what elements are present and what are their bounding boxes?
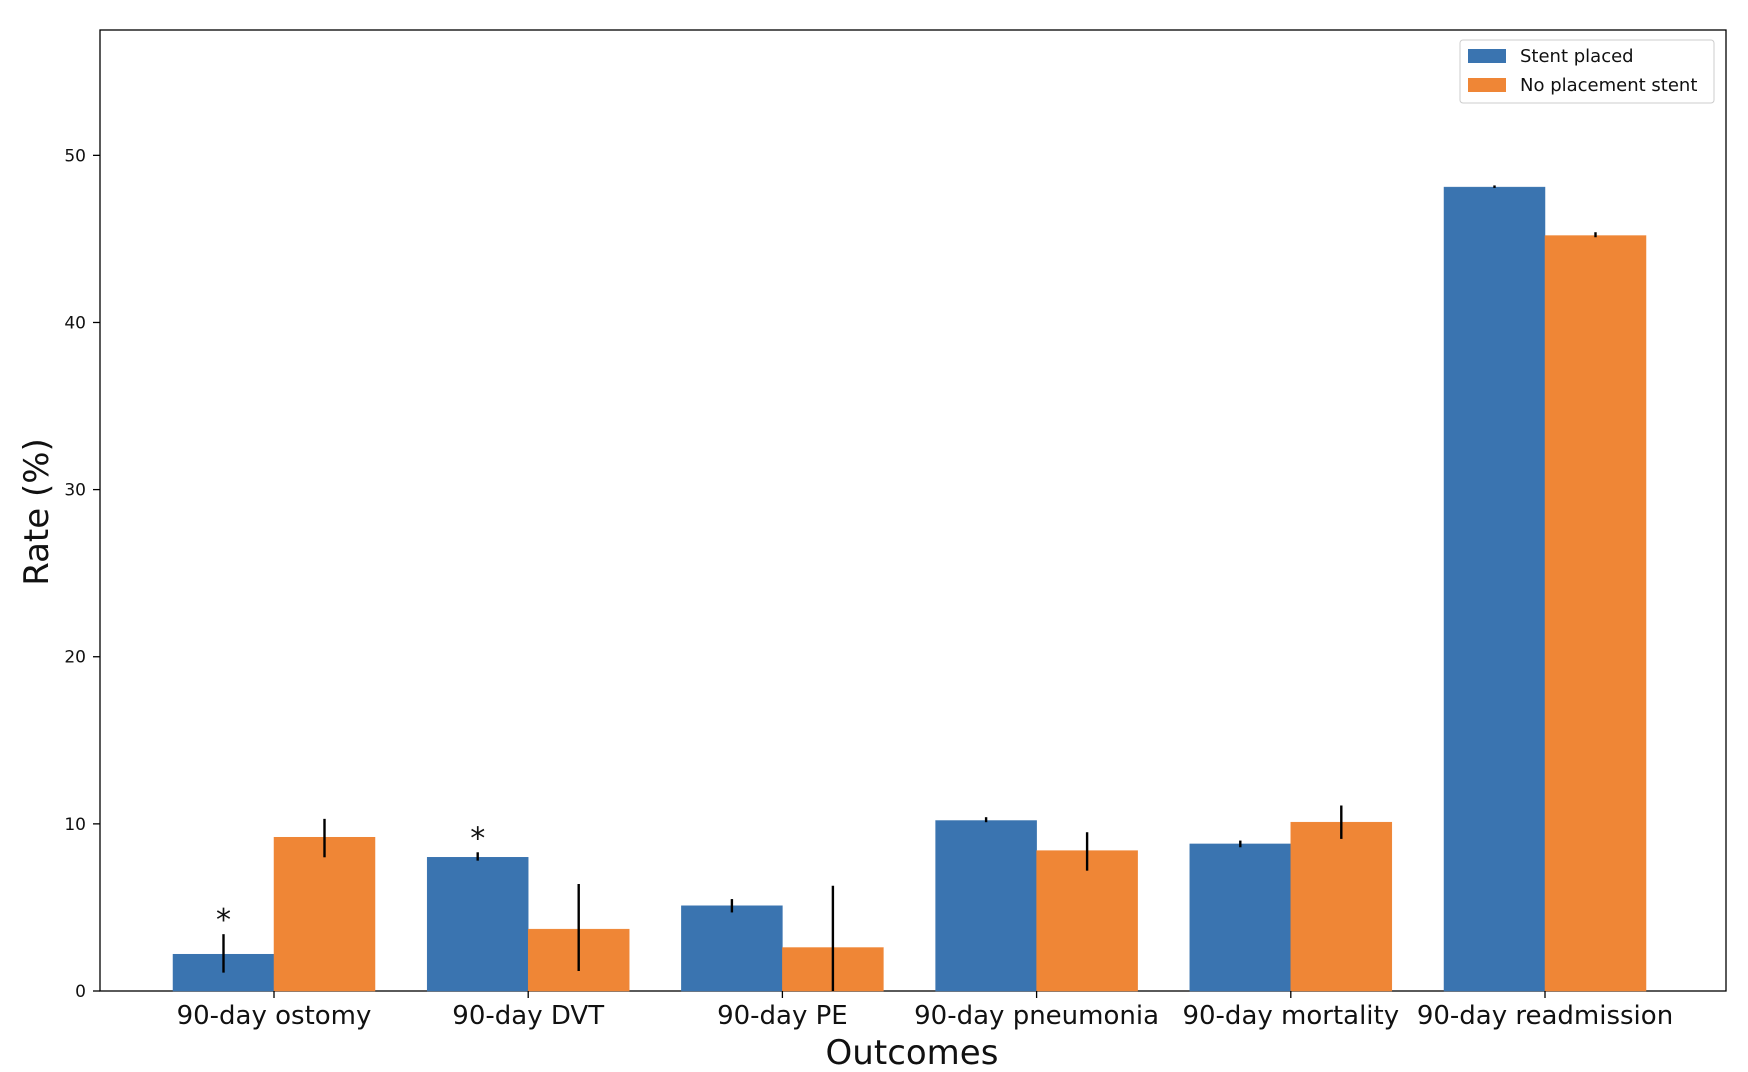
x-tick-label-90-day-ostomy: 90-day ostomy [177,1001,372,1031]
significance-marker-90-day-ostomy: * [216,903,231,938]
annotations-layer: ** [216,821,485,938]
legend-swatch-stent-placed [1468,49,1506,63]
plot-area-frame [99,29,1727,992]
y-tick-label-0: 0 [75,982,86,1002]
bar-no-placement-stent-90-day-mortality [1290,821,1393,992]
bar-stent-placed-90-day-readmission [1443,186,1546,992]
legend-label-stent-placed: Stent placed [1520,46,1634,67]
legend-swatch-no-placement-stent [1468,78,1506,92]
x-tick-label-90-day-dvt: 90-day DVT [452,1001,604,1031]
bar-stent-placed-90-day-dvt [426,857,529,992]
y-tick-label-50: 50 [64,146,86,166]
significance-marker-90-day-dvt: * [470,821,485,856]
y-tick-label-10: 10 [64,815,86,835]
legend-label-no-placement-stent: No placement stent [1520,75,1697,96]
x-axis-title: Outcomes [826,1033,999,1072]
x-tick-label-90-day-pneumonia: 90-day pneumonia [914,1001,1159,1031]
bar-no-placement-stent-90-day-ostomy [273,836,376,992]
y-tick-label-20: 20 [64,648,86,668]
bar-no-placement-stent-90-day-pneumonia [1036,850,1138,992]
x-tick-label-90-day-mortality: 90-day mortality [1182,1001,1399,1031]
legend-box [1459,39,1715,104]
y-tick-label-40: 40 [64,313,86,333]
bars-layer [172,186,1647,992]
x-axis: 90-day ostomy 90-day DVT 90-day PE 90-day p… [177,991,1673,1031]
bar-stent-placed-90-day-pneumonia [935,820,1037,992]
x-tick-label-90-day-pe: 90-day PE [717,1001,848,1031]
y-tick-label-30: 30 [64,481,86,501]
y-axis: 0 10 20 30 40 50 [64,146,100,1002]
error-bars-layer [222,185,1597,991]
y-axis-title: Rate (%) [17,438,57,586]
bar-no-placement-stent-90-day-readmission [1544,235,1647,992]
bar-stent-placed-90-day-pe [681,905,783,992]
x-tick-label-90-day-readmission: 90-day readmission [1417,1001,1673,1031]
bar-stent-placed-90-day-mortality [1189,843,1292,992]
legend: Stent placed No placement stent [1459,39,1715,104]
